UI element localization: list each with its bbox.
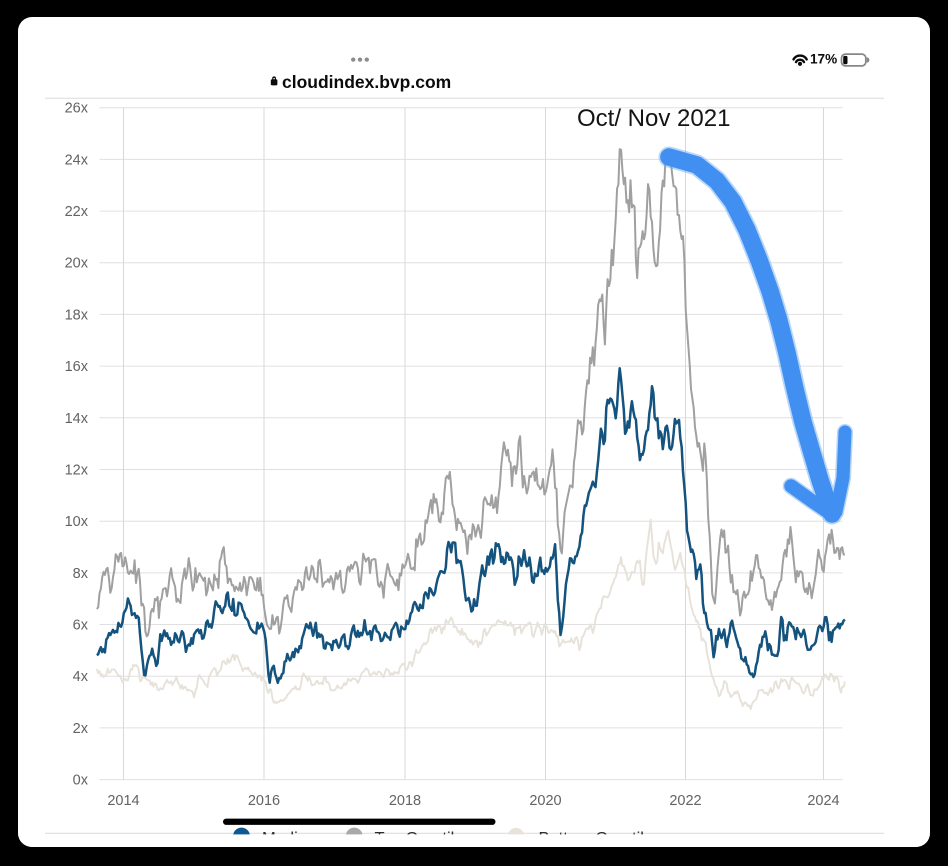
svg-text:2022: 2022	[669, 793, 701, 809]
svg-text:10x: 10x	[65, 514, 89, 530]
svg-text:2x: 2x	[73, 721, 89, 737]
svg-text:cloudindex.bvp.com: cloudindex.bvp.com	[282, 72, 451, 92]
svg-text:22x: 22x	[65, 204, 89, 220]
svg-text:20x: 20x	[65, 256, 89, 272]
svg-text:12x: 12x	[65, 463, 89, 479]
svg-text:2014: 2014	[107, 793, 139, 809]
svg-text:18x: 18x	[65, 307, 89, 323]
svg-text:14x: 14x	[65, 411, 89, 427]
svg-text:24x: 24x	[65, 152, 89, 168]
svg-text:2016: 2016	[248, 793, 280, 809]
svg-text:17%: 17%	[810, 52, 837, 67]
svg-text:0x: 0x	[73, 773, 89, 789]
svg-text:8x: 8x	[73, 566, 89, 582]
svg-text:2024: 2024	[807, 793, 839, 809]
svg-text:26x: 26x	[65, 101, 89, 117]
svg-text:6x: 6x	[73, 618, 89, 634]
svg-text:4x: 4x	[73, 669, 89, 685]
svg-text:Oct/ Nov 2021: Oct/ Nov 2021	[577, 105, 730, 132]
svg-text:2020: 2020	[529, 793, 561, 809]
svg-text:2018: 2018	[389, 793, 421, 809]
svg-text:16x: 16x	[65, 359, 89, 375]
